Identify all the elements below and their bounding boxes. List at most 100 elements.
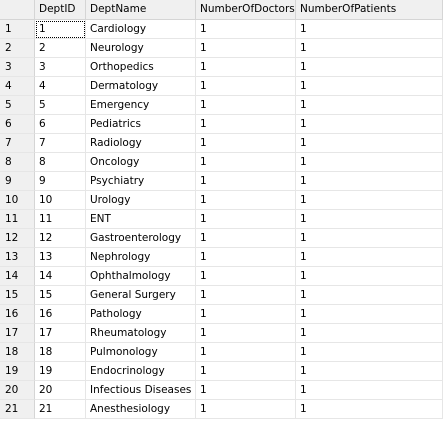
- cell-numberofdoctors[interactable]: 1: [196, 343, 296, 362]
- cell-numberofdoctors[interactable]: 1: [196, 248, 296, 267]
- cell-numberofpatients[interactable]: 1: [296, 381, 443, 400]
- table-row[interactable]: 20 20 Infectious Diseases 1 1: [0, 381, 443, 400]
- row-number[interactable]: 3: [0, 58, 35, 77]
- cell-numberofpatients[interactable]: 1: [296, 191, 443, 210]
- table-row[interactable]: 7 7 Radiology 1 1: [0, 134, 443, 153]
- table-row[interactable]: 10 10 Urology 1 1: [0, 191, 443, 210]
- cell-numberofdoctors[interactable]: 1: [196, 267, 296, 286]
- cell-numberofpatients[interactable]: 1: [296, 229, 443, 248]
- cell-deptname[interactable]: Neurology: [86, 39, 196, 58]
- cell-deptid[interactable]: 10: [35, 191, 86, 210]
- cell-deptid[interactable]: 3: [35, 58, 86, 77]
- cell-deptid[interactable]: 18: [35, 343, 86, 362]
- cell-numberofpatients[interactable]: 1: [296, 172, 443, 191]
- cell-numberofpatients[interactable]: 1: [296, 286, 443, 305]
- cell-numberofpatients[interactable]: 1: [296, 77, 443, 96]
- table-row[interactable]: 13 13 Nephrology 1 1: [0, 248, 443, 267]
- cell-deptname[interactable]: ENT: [86, 210, 196, 229]
- cell-deptname[interactable]: Cardiology: [86, 20, 196, 39]
- cell-numberofdoctors[interactable]: 1: [196, 191, 296, 210]
- row-number[interactable]: 2: [0, 39, 35, 58]
- table-row[interactable]: 5 5 Emergency 1 1: [0, 96, 443, 115]
- cell-deptname[interactable]: Dermatology: [86, 77, 196, 96]
- cell-deptid[interactable]: 15: [35, 286, 86, 305]
- column-header-deptname[interactable]: DeptName: [86, 0, 196, 19]
- cell-numberofpatients[interactable]: 1: [296, 115, 443, 134]
- row-number[interactable]: 10: [0, 191, 35, 210]
- table-row[interactable]: 1 1 Cardiology 1 1: [0, 20, 443, 39]
- cell-deptid[interactable]: 16: [35, 305, 86, 324]
- cell-deptname[interactable]: Orthopedics: [86, 58, 196, 77]
- cell-deptid[interactable]: 14: [35, 267, 86, 286]
- cell-numberofdoctors[interactable]: 1: [196, 286, 296, 305]
- cell-deptname[interactable]: Infectious Diseases: [86, 381, 196, 400]
- column-header-numberofpatients[interactable]: NumberOfPatients: [296, 0, 443, 19]
- cell-numberofpatients[interactable]: 1: [296, 58, 443, 77]
- cell-deptname[interactable]: Radiology: [86, 134, 196, 153]
- cell-numberofdoctors[interactable]: 1: [196, 324, 296, 343]
- cell-numberofdoctors[interactable]: 1: [196, 172, 296, 191]
- cell-numberofdoctors[interactable]: 1: [196, 77, 296, 96]
- cell-numberofdoctors[interactable]: 1: [196, 229, 296, 248]
- table-row[interactable]: 12 12 Gastroenterology 1 1: [0, 229, 443, 248]
- row-number[interactable]: 14: [0, 267, 35, 286]
- cell-numberofdoctors[interactable]: 1: [196, 20, 296, 39]
- table-row[interactable]: 17 17 Rheumatology 1 1: [0, 324, 443, 343]
- cell-deptid[interactable]: 5: [35, 96, 86, 115]
- cell-numberofdoctors[interactable]: 1: [196, 39, 296, 58]
- cell-numberofdoctors[interactable]: 1: [196, 362, 296, 381]
- cell-deptid[interactable]: 2: [35, 39, 86, 58]
- row-number[interactable]: 6: [0, 115, 35, 134]
- cell-numberofdoctors[interactable]: 1: [196, 210, 296, 229]
- cell-numberofpatients[interactable]: 1: [296, 324, 443, 343]
- cell-deptname[interactable]: Oncology: [86, 153, 196, 172]
- cell-deptname[interactable]: Gastroenterology: [86, 229, 196, 248]
- table-row[interactable]: 15 15 General Surgery 1 1: [0, 286, 443, 305]
- cell-numberofpatients[interactable]: 1: [296, 210, 443, 229]
- row-number[interactable]: 11: [0, 210, 35, 229]
- cell-deptname[interactable]: Psychiatry: [86, 172, 196, 191]
- row-number[interactable]: 18: [0, 343, 35, 362]
- row-number-header[interactable]: [0, 0, 35, 19]
- cell-deptid[interactable]: 11: [35, 210, 86, 229]
- table-row[interactable]: 21 21 Anesthesiology 1 1: [0, 400, 443, 419]
- cell-deptid[interactable]: 20: [35, 381, 86, 400]
- cell-numberofdoctors[interactable]: 1: [196, 381, 296, 400]
- cell-deptid[interactable]: 9: [35, 172, 86, 191]
- row-number[interactable]: 19: [0, 362, 35, 381]
- row-number[interactable]: 9: [0, 172, 35, 191]
- row-number[interactable]: 7: [0, 134, 35, 153]
- cell-deptid[interactable]: 4: [35, 77, 86, 96]
- row-number[interactable]: 12: [0, 229, 35, 248]
- cell-deptname[interactable]: Urology: [86, 191, 196, 210]
- cell-numberofdoctors[interactable]: 1: [196, 400, 296, 419]
- row-number[interactable]: 16: [0, 305, 35, 324]
- table-row[interactable]: 3 3 Orthopedics 1 1: [0, 58, 443, 77]
- cell-numberofpatients[interactable]: 1: [296, 134, 443, 153]
- row-number[interactable]: 17: [0, 324, 35, 343]
- row-number[interactable]: 13: [0, 248, 35, 267]
- table-row[interactable]: 16 16 Pathology 1 1: [0, 305, 443, 324]
- cell-deptid[interactable]: 8: [35, 153, 86, 172]
- row-number[interactable]: 15: [0, 286, 35, 305]
- cell-deptname[interactable]: Rheumatology: [86, 324, 196, 343]
- cell-deptid[interactable]: 12: [35, 229, 86, 248]
- table-row[interactable]: 19 19 Endocrinology 1 1: [0, 362, 443, 381]
- table-row[interactable]: 14 14 Ophthalmology 1 1: [0, 267, 443, 286]
- cell-numberofdoctors[interactable]: 1: [196, 115, 296, 134]
- column-header-deptid[interactable]: DeptID: [35, 0, 86, 19]
- cell-numberofpatients[interactable]: 1: [296, 343, 443, 362]
- row-number[interactable]: 20: [0, 381, 35, 400]
- row-number[interactable]: 21: [0, 400, 35, 419]
- table-row[interactable]: 18 18 Pulmonology 1 1: [0, 343, 443, 362]
- cell-numberofdoctors[interactable]: 1: [196, 96, 296, 115]
- row-number[interactable]: 5: [0, 96, 35, 115]
- cell-deptname[interactable]: Pathology: [86, 305, 196, 324]
- cell-deptid[interactable]: 6: [35, 115, 86, 134]
- cell-deptname[interactable]: Pulmonology: [86, 343, 196, 362]
- cell-numberofpatients[interactable]: 1: [296, 248, 443, 267]
- cell-numberofpatients[interactable]: 1: [296, 305, 443, 324]
- table-row[interactable]: 11 11 ENT 1 1: [0, 210, 443, 229]
- cell-deptname[interactable]: Emergency: [86, 96, 196, 115]
